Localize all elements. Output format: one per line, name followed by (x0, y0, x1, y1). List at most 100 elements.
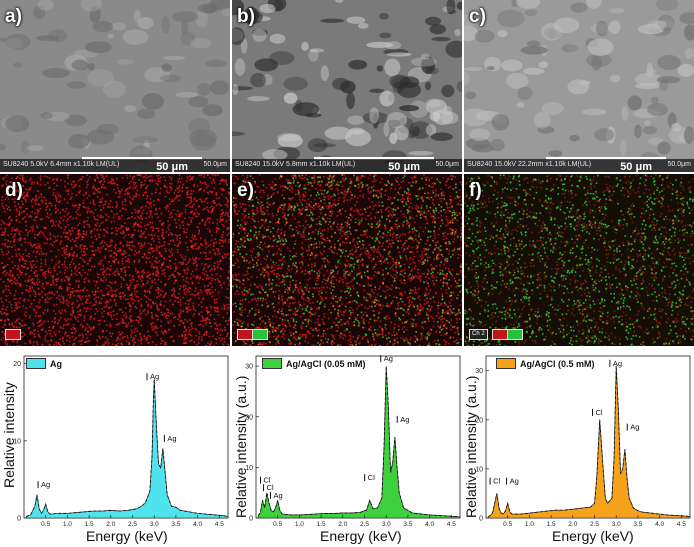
map-dot (196, 293, 199, 295)
grain (71, 59, 89, 71)
map-dot (56, 291, 59, 293)
map-dot (437, 217, 440, 219)
map-dot (433, 249, 435, 251)
map-dot (122, 279, 125, 281)
map-dot (304, 191, 307, 194)
map-dot (73, 251, 76, 254)
map-dot (446, 178, 449, 180)
map-dot (178, 315, 180, 317)
map-dot (127, 322, 130, 325)
map-dot (167, 311, 169, 314)
map-dot (199, 289, 202, 291)
map-dot (209, 218, 211, 220)
grain (122, 29, 149, 45)
map-dot (225, 253, 228, 256)
map-dot (56, 297, 58, 299)
map-dot (199, 276, 202, 279)
map-dot (424, 292, 427, 294)
map-dot (134, 249, 137, 252)
map-dot (50, 219, 52, 222)
grain (221, 7, 230, 17)
map-dot (30, 216, 33, 218)
map-dot (120, 298, 122, 300)
map-dot (55, 303, 58, 306)
map-dot (87, 279, 90, 282)
map-dot (101, 312, 103, 315)
map-dot (210, 234, 213, 237)
map-dot (123, 250, 125, 253)
map-dot (210, 342, 212, 345)
map-dot (291, 174, 293, 177)
map-dot (93, 184, 95, 187)
map-dot (366, 236, 368, 238)
map-dot (226, 204, 229, 206)
map-dot (61, 295, 63, 298)
map-dot (6, 278, 9, 281)
map-dot (133, 175, 136, 178)
map-dot (101, 279, 104, 282)
grain (188, 118, 211, 135)
map-dot (137, 210, 139, 212)
map-dot (423, 321, 426, 323)
map-dot (158, 288, 161, 291)
map-dot (189, 193, 192, 195)
map-dot (349, 199, 351, 201)
map-dot (38, 232, 41, 235)
map-dot (28, 278, 30, 280)
map-dot (228, 218, 230, 221)
map-dot (2, 304, 4, 307)
map-dot (17, 196, 19, 199)
map-dot (429, 289, 432, 292)
map-dot (71, 254, 74, 257)
map-dot (95, 301, 97, 303)
eds-map-d: d) (0, 174, 230, 346)
map-dot (28, 179, 31, 182)
map-dot (19, 271, 22, 274)
map-dot (323, 250, 326, 252)
map-dot (228, 306, 230, 309)
map-dot (122, 322, 124, 324)
map-dot (423, 249, 426, 252)
map-dot (69, 266, 72, 269)
map-dot (133, 253, 136, 256)
map-dot (416, 276, 419, 278)
map-dot (294, 217, 296, 220)
map-dot (316, 223, 318, 225)
map-dot (89, 316, 92, 319)
map-dot (162, 332, 165, 335)
map-dot (298, 230, 301, 233)
grain (524, 9, 538, 17)
map-dot (164, 300, 167, 303)
map-dot (18, 258, 21, 261)
map-dot (164, 293, 166, 296)
map-dot (87, 210, 89, 212)
map-dot (215, 324, 218, 327)
map-dot (278, 285, 280, 287)
map-dot (126, 177, 129, 179)
map-dot (117, 196, 120, 199)
map-dot (92, 187, 94, 189)
map-dot (343, 322, 345, 325)
map-dot (404, 254, 407, 257)
map-dot (107, 245, 110, 248)
map-dot (144, 242, 146, 245)
map-dot (110, 232, 113, 234)
map-dot (253, 264, 255, 266)
map-dot (120, 227, 123, 230)
map-dot (389, 234, 392, 237)
map-dot (384, 334, 387, 337)
map-dot (139, 313, 141, 315)
map-dot (16, 219, 18, 221)
map-dot (87, 269, 90, 271)
map-dot (350, 182, 353, 184)
map-dot (83, 245, 85, 247)
map-dot (204, 317, 207, 320)
map-dot (232, 236, 235, 238)
map-dot (276, 336, 279, 338)
map-dot (211, 174, 214, 176)
map-dot (78, 267, 80, 269)
map-dot (454, 197, 457, 199)
map-dot (24, 311, 27, 314)
map-dot (406, 311, 408, 313)
map-dot (262, 234, 264, 237)
